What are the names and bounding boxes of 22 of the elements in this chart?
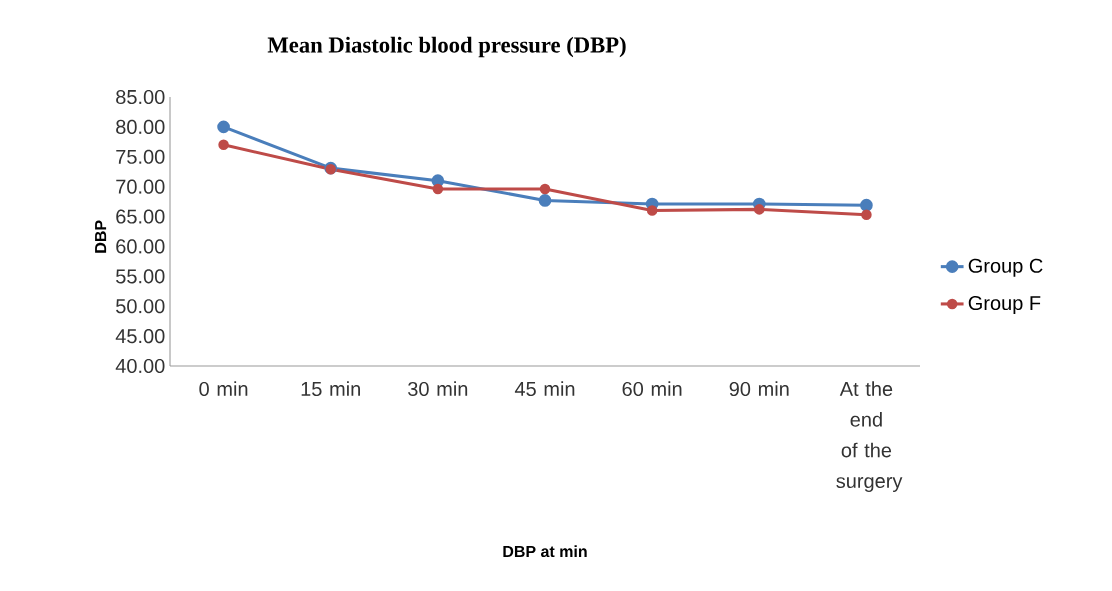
chart-title: Mean Diastolic blood pressure (DBP) [267,36,626,58]
y-tick-label: 40.00 [115,358,165,374]
x-tick-label: 60 min [622,381,682,397]
x-tick-label: 90 min [729,381,789,397]
y-axis-title: DBP [95,220,107,253]
y-tick-label: 65.00 [116,209,165,224]
x-tick-label: At the end of the surgery [836,381,903,492]
y-tick-label: 70.00 [116,179,165,194]
legend-label: Group C [968,258,1043,277]
x-axis-title: DBP at min [503,545,587,558]
y-tick-label: 80.00 [116,119,165,134]
x-tick-label: 45 min [514,381,575,397]
y-tick-label: 50.00 [116,299,165,314]
y-tick-label: 45.00 [115,329,165,344]
legend-label: Group F [968,295,1041,315]
x-tick-label: 30 min [408,381,468,397]
y-tick-label: 85.00 [116,89,165,105]
y-tick-label: 75.00 [116,149,165,164]
x-tick-label: 15 min [301,381,360,397]
y-tick-label: 55.00 [116,269,165,284]
x-tick-label: 0 min [199,381,248,397]
y-tick-label: 60.00 [116,239,165,254]
